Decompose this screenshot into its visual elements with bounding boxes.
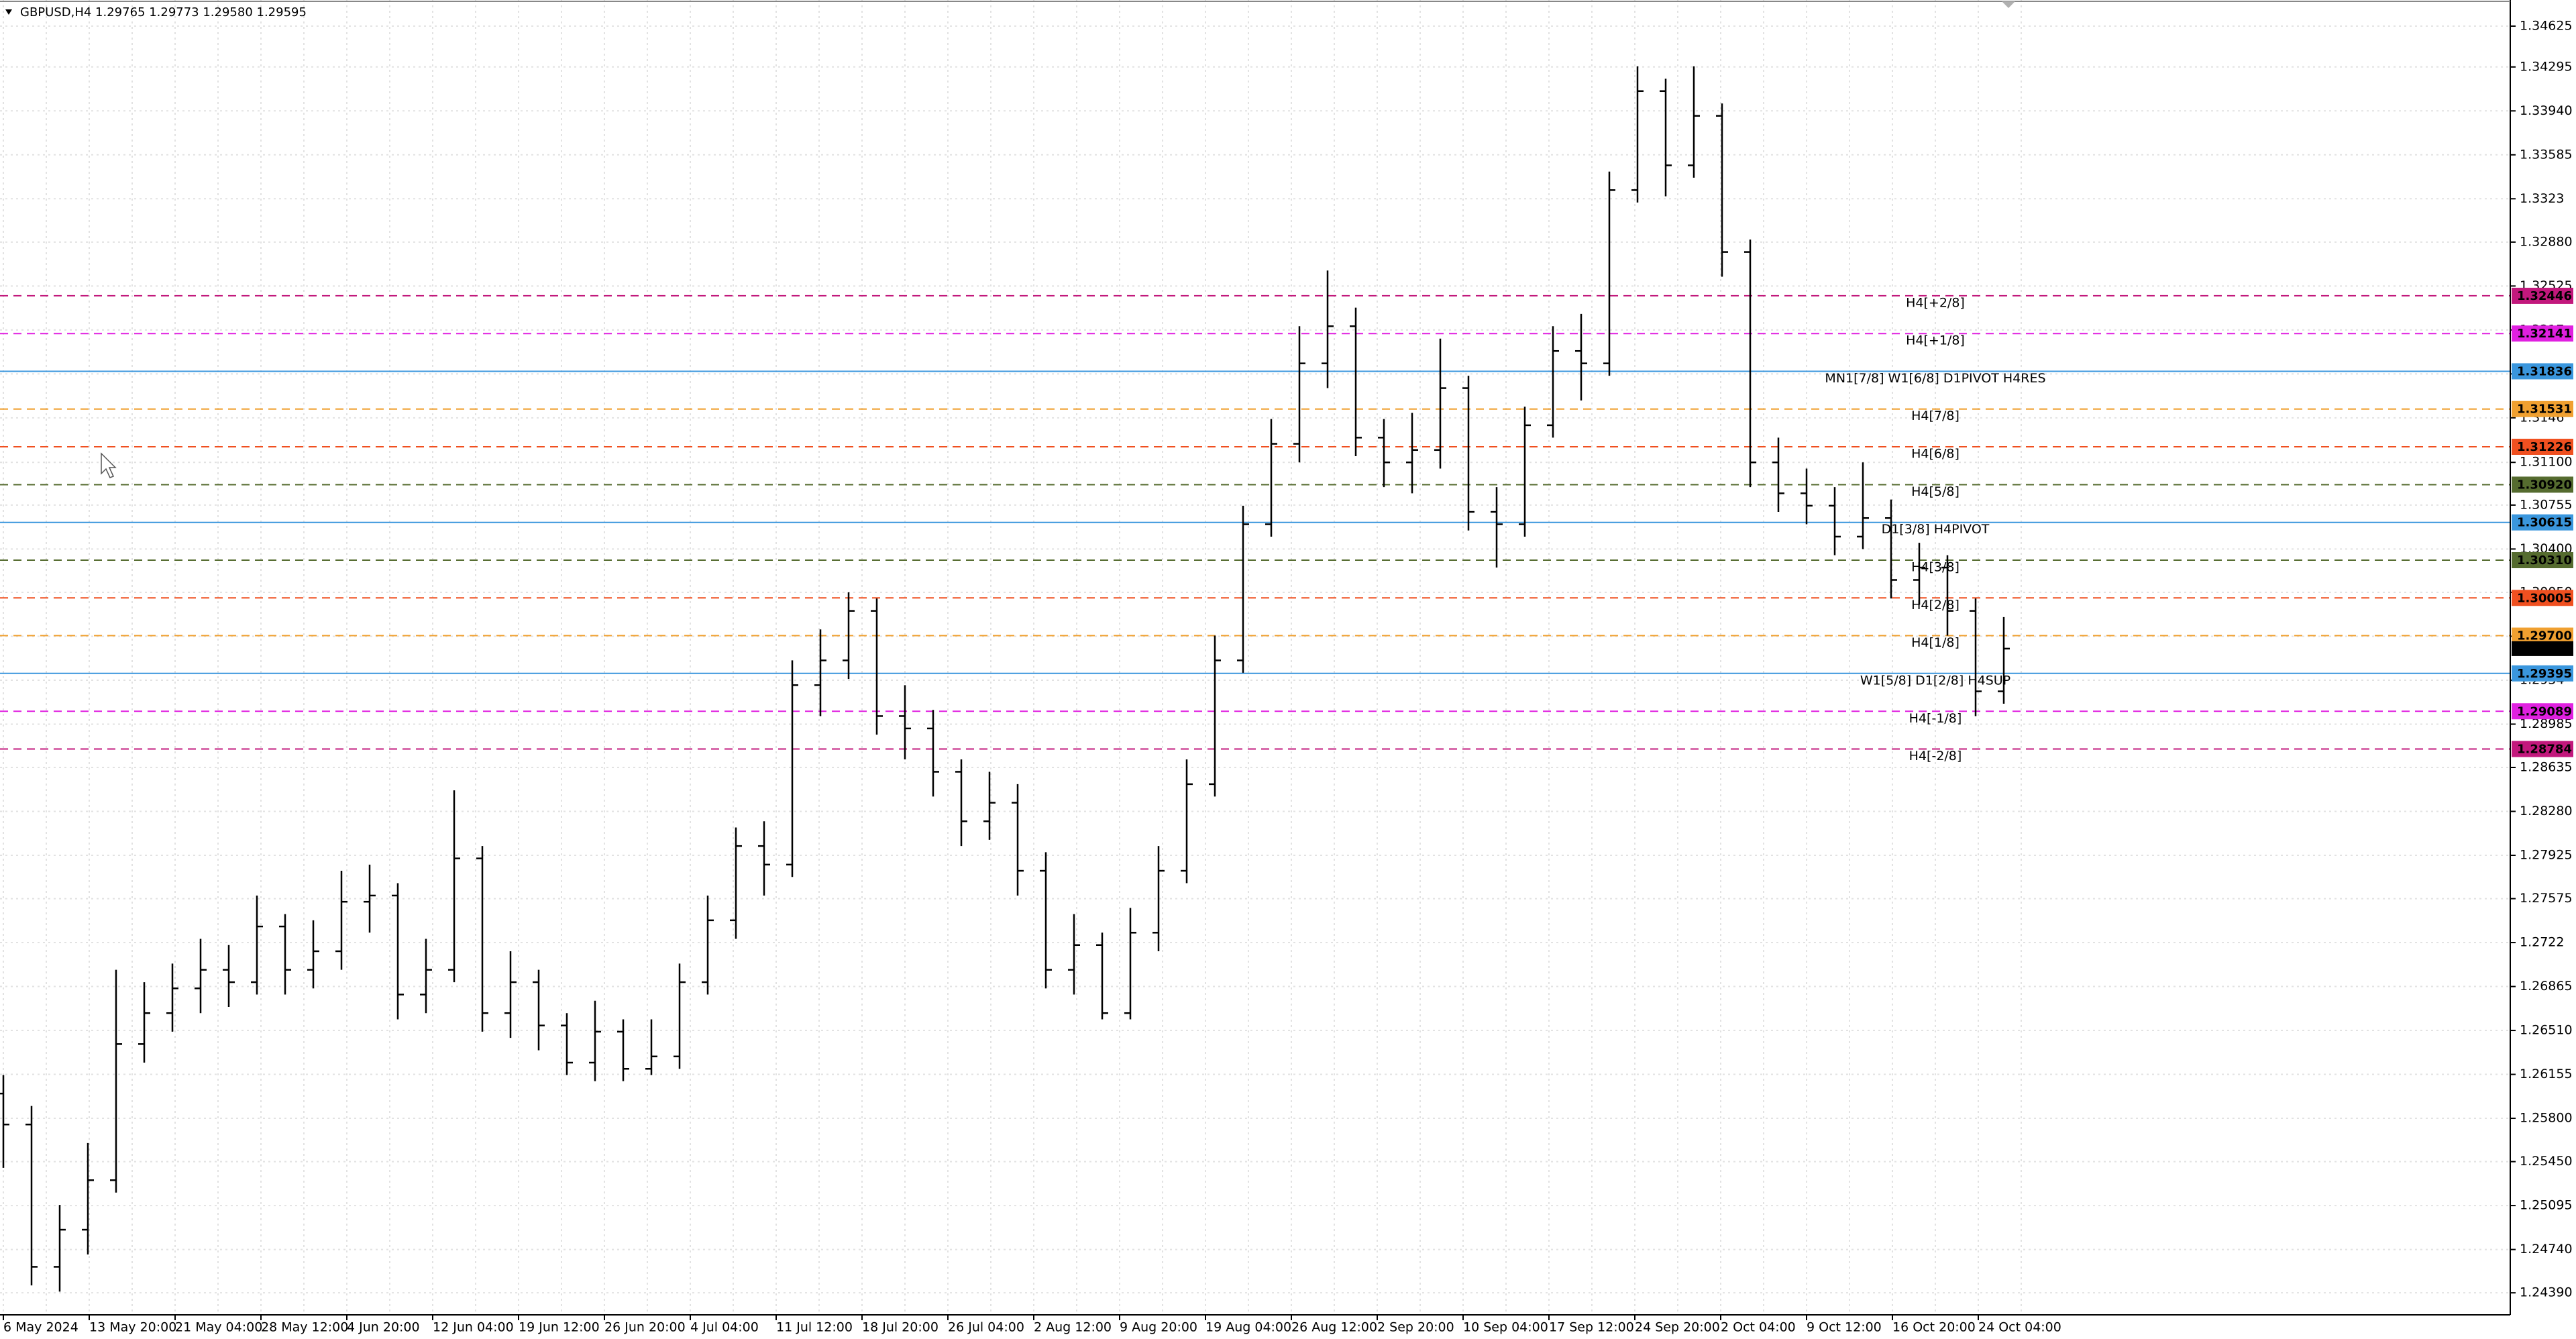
x-tick-label: 11 Jul 12:00	[776, 1320, 853, 1335]
x-tick-label: 26 Jun 20:00	[604, 1320, 686, 1335]
level-price-box	[2512, 439, 2573, 456]
y-tick-label: 1.24390	[2520, 1285, 2573, 1300]
y-tick-label: 1.34295	[2520, 59, 2573, 74]
level-label: H4[+1/8]	[1906, 333, 1965, 348]
level-price-label: 1.31531	[2517, 403, 2572, 417]
x-tick-label: 26 Jul 04:00	[948, 1320, 1024, 1335]
y-tick-label: 1.27575	[2520, 891, 2573, 906]
level-price-label: 1.30920	[2517, 478, 2572, 492]
y-tick-label: 1.28985	[2520, 716, 2573, 731]
y-tick-label: 1.32880	[2520, 234, 2573, 249]
level-label: H4[1/8]	[1911, 635, 1960, 650]
level-price-box	[2512, 325, 2573, 342]
level-label: H4[7/8]	[1911, 409, 1960, 423]
level-price-label: 1.32446	[2517, 289, 2572, 303]
x-tick-label: 21 May 04:00	[175, 1320, 262, 1335]
y-tick-label: 1.25800	[2520, 1111, 2573, 1126]
x-tick-label: 9 Oct 12:00	[1807, 1320, 1882, 1335]
level-price-box	[2512, 703, 2573, 720]
y-tick-label: 1.26865	[2520, 979, 2573, 994]
level-price-box	[2512, 514, 2573, 531]
y-tick-label: 1.3323	[2520, 191, 2564, 206]
level-price-box	[2512, 665, 2573, 682]
x-tick-label: 2 Sep 20:00	[1377, 1320, 1454, 1335]
level-label: D1[3/8] H4PIVOT	[1882, 522, 1990, 537]
level-price-box	[2512, 363, 2573, 380]
y-tick-label: 1.27925	[2520, 847, 2573, 862]
y-tick-label: 1.26510	[2520, 1023, 2573, 1038]
level-price-label: 1.29089	[2517, 704, 2572, 718]
y-tick-label: 1.34625	[2520, 18, 2573, 33]
menu-triangle[interactable]	[5, 9, 12, 15]
y-tick-label: 1.24740	[2520, 1242, 2573, 1256]
chart-title: GBPUSD,H4 1.29765 1.29773 1.29580 1.2959…	[20, 5, 307, 19]
x-tick-label: 13 May 20:00	[89, 1320, 176, 1335]
level-price-label: 1.32141	[2517, 327, 2572, 341]
x-tick-label: 24 Oct 04:00	[1978, 1320, 2061, 1335]
level-label: MN1[7/8] W1[6/8] D1PIVOT H4RES	[1825, 371, 2045, 386]
level-price-box	[2512, 287, 2573, 304]
last-price-box	[2512, 641, 2573, 656]
y-tick-label: 1.25450	[2520, 1154, 2573, 1169]
level-price-label: 1.30310	[2517, 553, 2572, 568]
shift-marker[interactable]	[2002, 1, 2015, 8]
y-tick-label: 1.28280	[2520, 804, 2573, 818]
level-price-label: 1.29395	[2517, 667, 2572, 681]
x-tick-label: 4 Jul 04:00	[690, 1320, 759, 1335]
x-tick-label: 10 Sep 04:00	[1463, 1320, 1548, 1335]
level-price-label: 1.31836	[2517, 364, 2572, 378]
level-label: H4[5/8]	[1911, 484, 1960, 499]
level-price-label: 1.29700	[2517, 629, 2572, 643]
x-tick-label: 4 Jun 20:00	[347, 1320, 420, 1335]
x-tick-label: 19 Aug 04:00	[1205, 1320, 1291, 1335]
x-tick-label: 9 Aug 20:00	[1120, 1320, 1197, 1335]
x-tick-label: 24 Sep 20:00	[1635, 1320, 1720, 1335]
level-price-box	[2512, 400, 2573, 417]
x-tick-label: 18 Jul 20:00	[862, 1320, 938, 1335]
y-tick-label: 1.28635	[2520, 760, 2573, 775]
last-price-label: 1.29595	[2517, 642, 2572, 656]
level-price-box	[2512, 551, 2573, 568]
level-label: H4[-1/8]	[1909, 711, 1962, 726]
y-tick-label: 1.33585	[2520, 147, 2573, 162]
level-price-box	[2512, 627, 2573, 644]
level-label: H4[6/8]	[1911, 447, 1960, 462]
y-tick-label: 1.33940	[2520, 103, 2573, 118]
y-tick-label: 1.2722	[2520, 935, 2564, 950]
mouse-cursor	[101, 452, 117, 478]
level-label: H4[-2/8]	[1909, 749, 1962, 763]
x-tick-label: 12 Jun 04:00	[433, 1320, 514, 1335]
y-tick-label: 1.26155	[2520, 1067, 2573, 1081]
y-tick-label: 1.30755	[2520, 497, 2573, 512]
x-tick-label: 17 Sep 12:00	[1549, 1320, 1634, 1335]
grid	[0, 0, 2510, 1315]
x-tick-label: 26 Aug 12:00	[1291, 1320, 1377, 1335]
level-price-label: 1.28784	[2517, 743, 2572, 757]
level-price-label: 1.30005	[2517, 591, 2572, 605]
x-tick-label: 16 Oct 20:00	[1892, 1320, 1976, 1335]
level-price-label: 1.30615	[2517, 516, 2572, 530]
y-tick-label: 1.31100	[2520, 455, 2573, 470]
level-label: W1[5/8] D1[2/8] H4SUP	[1860, 673, 2010, 688]
x-tick-label: 28 May 12:00	[261, 1320, 348, 1335]
price-bars	[0, 66, 2010, 1292]
x-tick-label: 19 Jun 12:00	[519, 1320, 600, 1335]
levels: H4[+2/8] H4[+1/8] MN1[7/8] W1[6/8] D1PIVOT…	[0, 294, 2510, 763]
level-price-box	[2512, 590, 2573, 606]
x-tick-label: 2 Aug 12:00	[1034, 1320, 1112, 1335]
level-price-label: 1.31226	[2517, 440, 2572, 454]
level-label: H4[+2/8]	[1906, 295, 1965, 310]
x-tick-label: 6 May 2024	[3, 1320, 78, 1335]
level-price-box	[2512, 741, 2573, 757]
y-tick-label: 1.25095	[2520, 1198, 2573, 1213]
x-tick-label: 2 Oct 04:00	[1721, 1320, 1796, 1335]
level-price-box	[2512, 476, 2573, 493]
